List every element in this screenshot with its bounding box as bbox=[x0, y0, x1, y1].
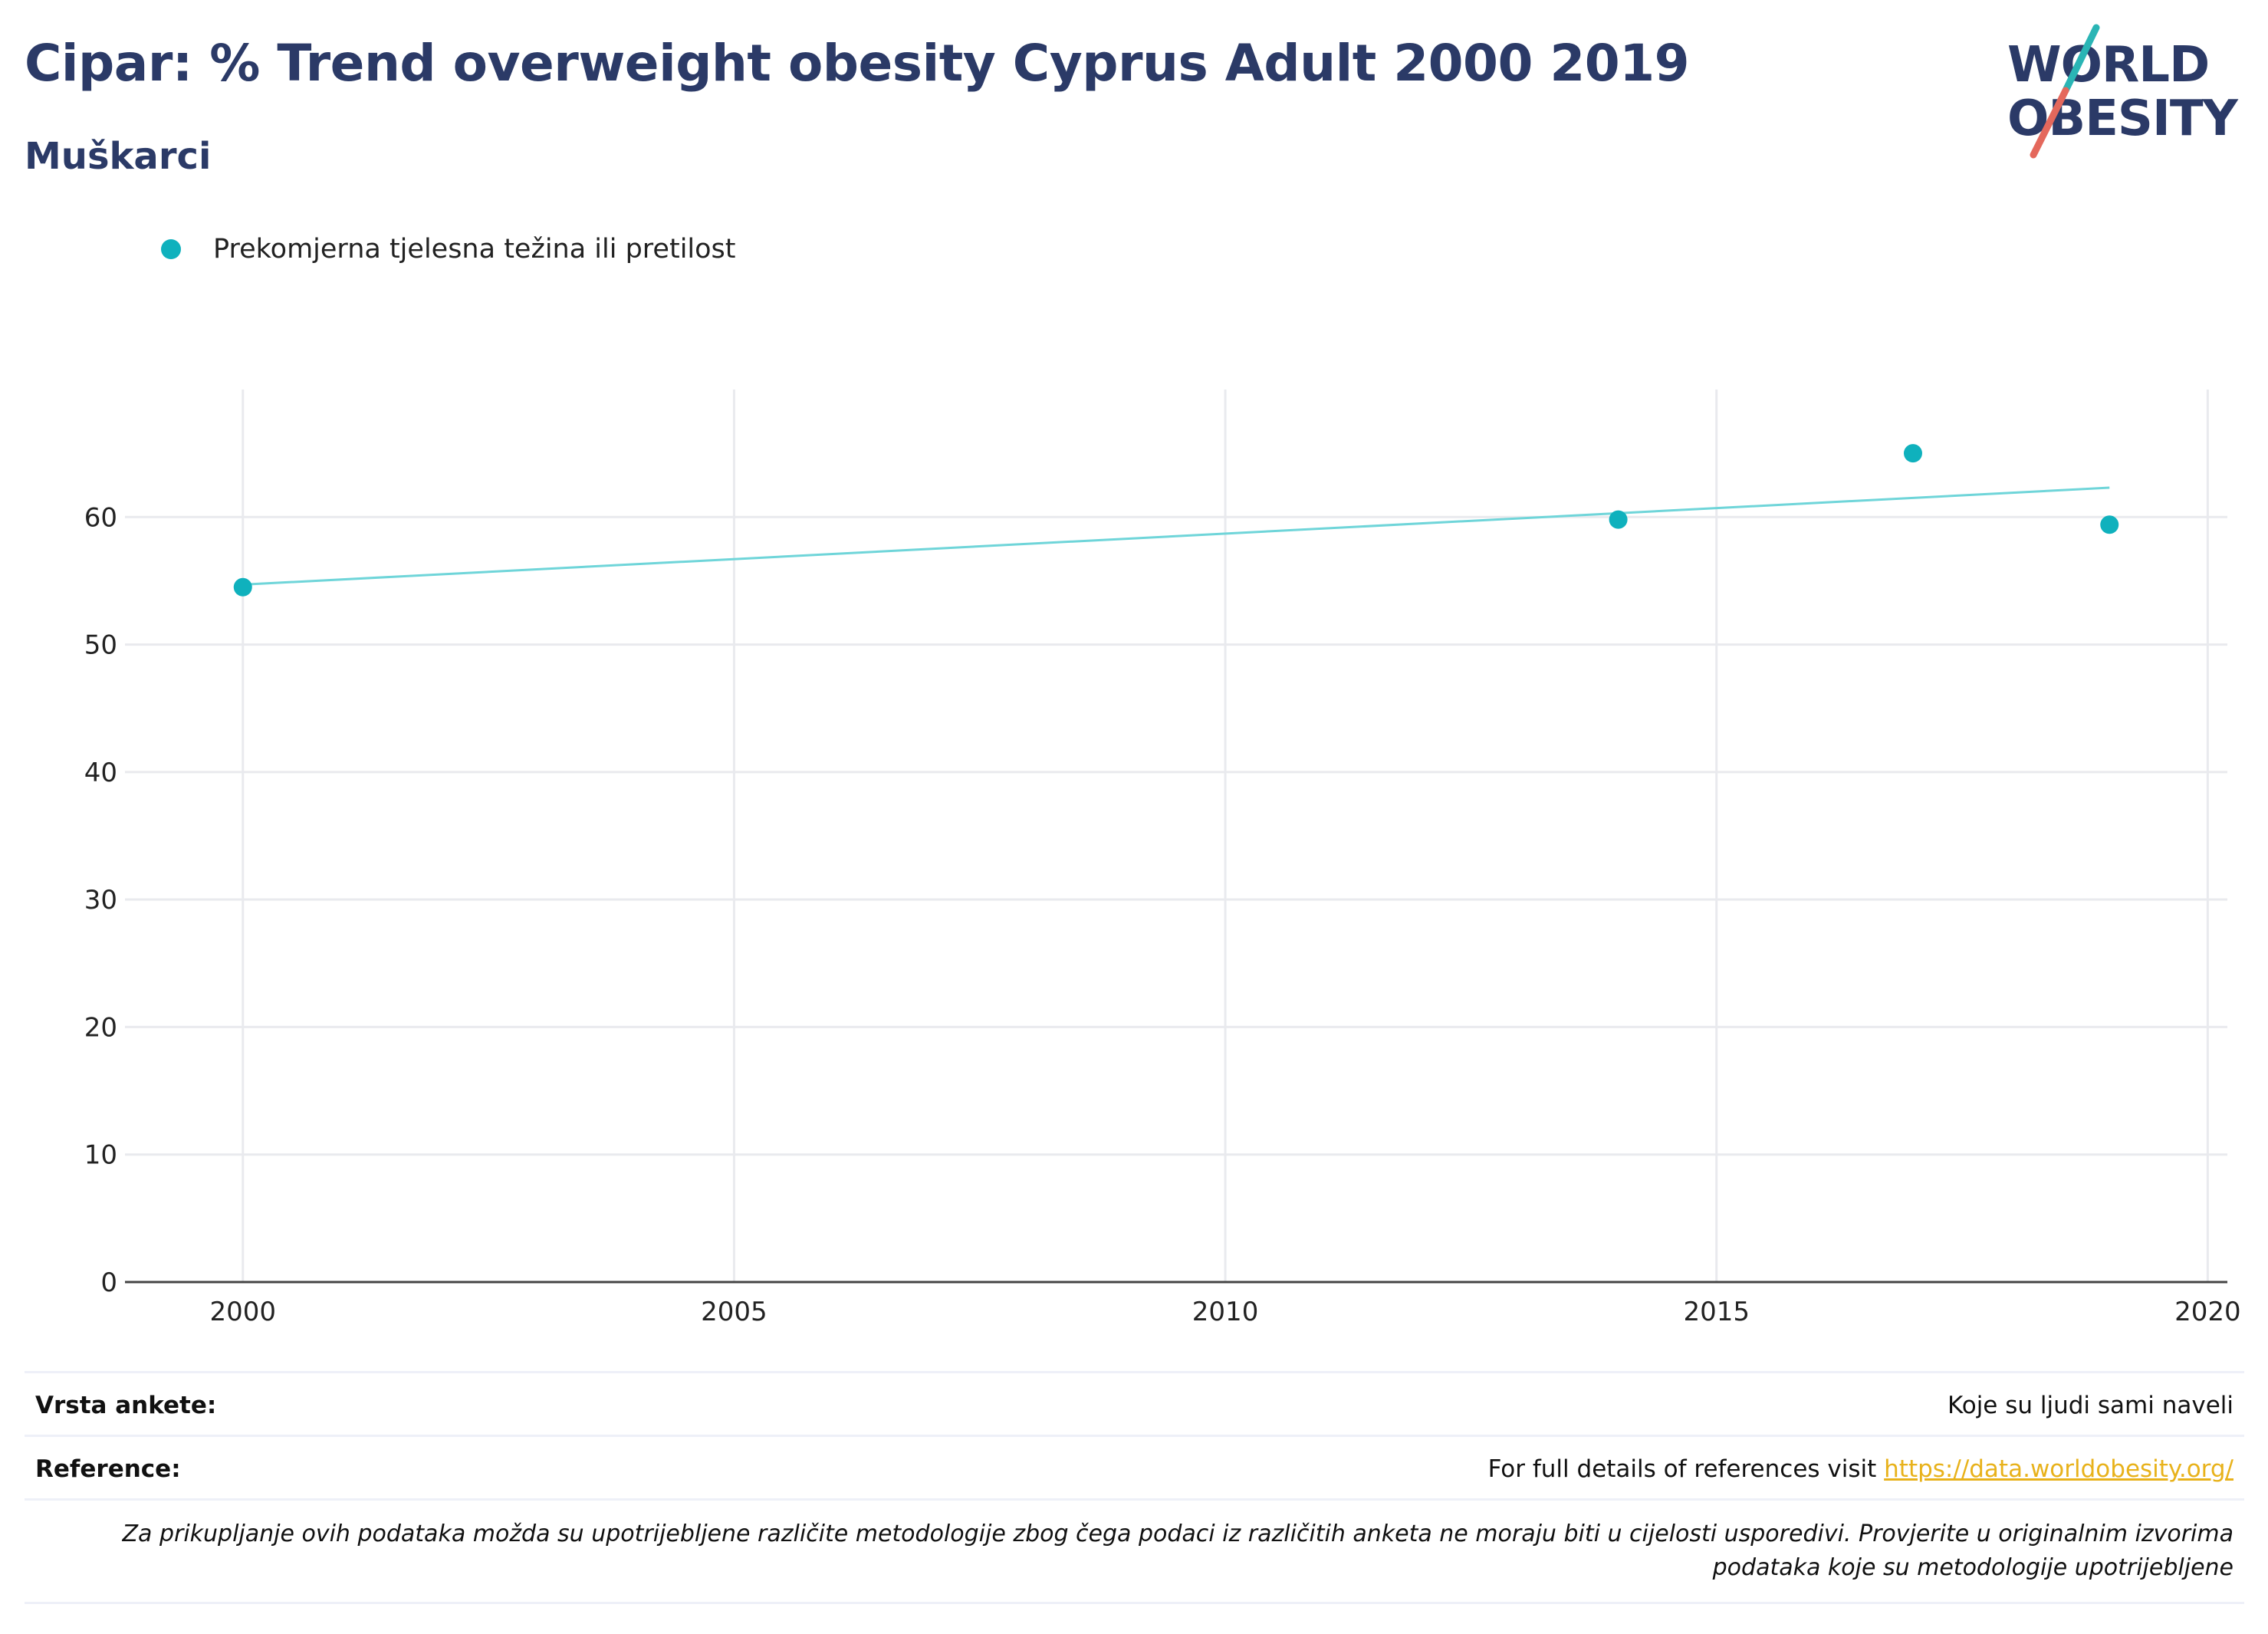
survey-type-row: Vrsta ankete: Koje su ljudi sami naveli bbox=[25, 1373, 2244, 1435]
reference-row: Reference: For full details of reference… bbox=[25, 1435, 2244, 1498]
y-tick-label: 10 bbox=[84, 1140, 117, 1171]
chart-footer: Vrsta ankete: Koje su ljudi sami naveli … bbox=[25, 1371, 2244, 1604]
x-tick-label: 2000 bbox=[209, 1297, 276, 1327]
chart-legend: Prekomjerna tjelesna težina ili pretilos… bbox=[161, 230, 736, 268]
y-tick-label: 0 bbox=[100, 1267, 117, 1298]
y-tick-label: 60 bbox=[84, 502, 117, 533]
chart-title: Cipar: % Trend overweight obesity Cyprus… bbox=[25, 34, 1690, 93]
reference-link[interactable]: https://data.worldobesity.org/ bbox=[1884, 1455, 2233, 1483]
survey-type-value: Koje su ljudi sami naveli bbox=[1947, 1392, 2233, 1419]
trend-line bbox=[242, 486, 2110, 586]
y-tick-label: 40 bbox=[84, 758, 117, 788]
reference-text: For full details of references visit bbox=[1487, 1455, 1885, 1483]
legend-marker bbox=[161, 239, 181, 259]
y-tick-label: 50 bbox=[84, 630, 117, 661]
chart-plot: 0 10 20 30 40 50 60 2000 2005 2010 2015 2020 bbox=[84, 390, 2241, 1327]
chart-subtitle: Muškarci bbox=[25, 135, 212, 178]
x-tick-label: 2005 bbox=[701, 1297, 768, 1327]
y-tick-label: 20 bbox=[84, 1012, 117, 1043]
x-tick-label: 2010 bbox=[1192, 1297, 1259, 1327]
data-point bbox=[1903, 444, 1922, 463]
x-tick-label: 2015 bbox=[1683, 1297, 1750, 1327]
world-obesity-logo: WORLD OBESITY bbox=[1986, 23, 2262, 161]
methodology-note: Za prikupljanje ovih podataka možda su u… bbox=[25, 1498, 2244, 1604]
data-point bbox=[2100, 515, 2119, 534]
reference-value: For full details of references visit htt… bbox=[1488, 1455, 2233, 1483]
logo-word-world: WORLD bbox=[2007, 37, 2210, 94]
data-point bbox=[1609, 510, 1628, 529]
x-tick-label: 2020 bbox=[2174, 1297, 2241, 1327]
legend-label: Prekomjerna tjelesna težina ili pretilos… bbox=[213, 234, 736, 265]
survey-type-label: Vrsta ankete: bbox=[35, 1392, 217, 1419]
logo-slash-icon bbox=[2030, 24, 2100, 159]
data-point bbox=[233, 577, 252, 597]
reference-label: Reference: bbox=[35, 1455, 181, 1483]
y-tick-label: 30 bbox=[84, 885, 117, 916]
